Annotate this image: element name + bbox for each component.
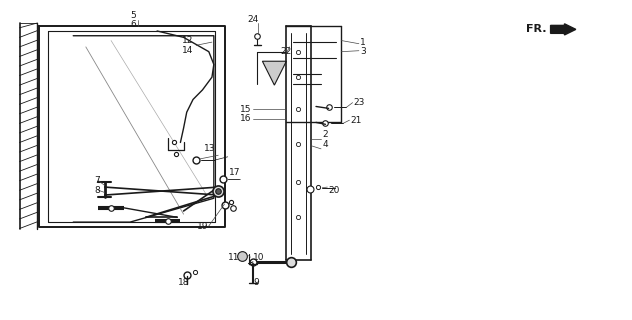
Text: 2: 2 bbox=[322, 130, 328, 139]
Text: 14: 14 bbox=[181, 45, 193, 55]
Text: 16: 16 bbox=[240, 114, 252, 123]
Text: 3: 3 bbox=[360, 47, 366, 56]
Text: 23: 23 bbox=[354, 98, 365, 107]
Text: 8: 8 bbox=[95, 186, 100, 195]
FancyArrow shape bbox=[550, 24, 576, 35]
Polygon shape bbox=[262, 61, 286, 85]
Text: 24: 24 bbox=[247, 15, 258, 24]
Text: FR.: FR. bbox=[526, 24, 546, 34]
Text: 12: 12 bbox=[181, 36, 193, 45]
Text: 15: 15 bbox=[240, 105, 252, 114]
Text: 4: 4 bbox=[322, 140, 328, 148]
Text: 5: 5 bbox=[130, 11, 136, 20]
Text: 13: 13 bbox=[204, 144, 215, 153]
Text: 19: 19 bbox=[197, 222, 209, 231]
Text: 22: 22 bbox=[281, 47, 292, 56]
Text: 6: 6 bbox=[130, 20, 136, 29]
Text: 17: 17 bbox=[229, 168, 240, 177]
Text: 21: 21 bbox=[351, 116, 362, 125]
Text: 11: 11 bbox=[228, 253, 239, 262]
Text: 20: 20 bbox=[329, 186, 340, 195]
Text: 1: 1 bbox=[360, 38, 366, 47]
Text: 18: 18 bbox=[178, 278, 190, 287]
Text: 7: 7 bbox=[95, 176, 100, 185]
Text: 9: 9 bbox=[253, 278, 258, 287]
Text: 10: 10 bbox=[253, 253, 264, 262]
